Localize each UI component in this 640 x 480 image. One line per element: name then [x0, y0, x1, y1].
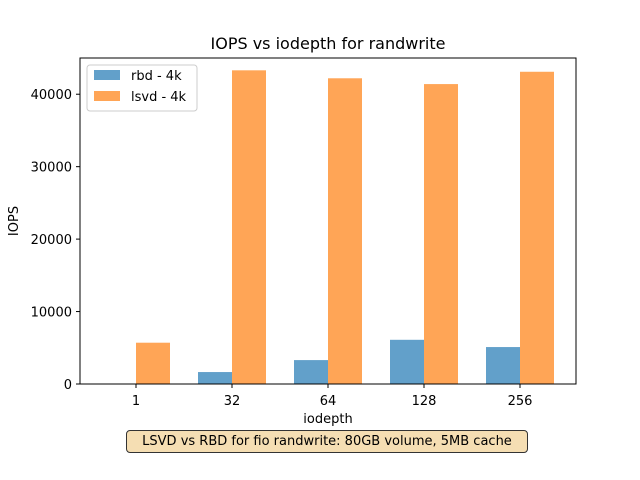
x-tick-label: 1 [132, 394, 140, 409]
bar-rbd-128 [390, 339, 424, 384]
bar-lsvd-1 [136, 342, 170, 384]
bars-group [136, 70, 554, 385]
annotation-text: LSVD vs RBD for fio randwrite: 80GB volu… [142, 434, 512, 449]
chart-title: IOPS vs iodepth for randwrite [211, 34, 446, 53]
legend-swatch-lsvd [94, 91, 120, 101]
bar-lsvd-64 [328, 78, 362, 384]
y-axis-label: IOPS [7, 206, 22, 236]
y-tick-label: 0 [64, 378, 72, 393]
y-tick-label: 40000 [31, 88, 72, 103]
bar-rbd-64 [294, 360, 328, 384]
annotation-box: LSVD vs RBD for fio randwrite: 80GB volu… [126, 430, 528, 453]
x-axis-label: iodepth [303, 412, 352, 427]
bar-lsvd-32 [232, 70, 266, 384]
legend-label-lsvd: lsvd - 4k [131, 90, 187, 105]
bar-rbd-32 [198, 372, 232, 384]
x-tick-label: 64 [320, 394, 337, 409]
bar-rbd-256 [486, 347, 520, 384]
legend-swatch-rbd [94, 70, 120, 80]
x-tick-label: 256 [508, 394, 533, 409]
y-tick-label: 30000 [31, 161, 72, 176]
x-tick-label: 32 [224, 394, 241, 409]
y-tick-label: 10000 [31, 306, 72, 321]
y-tick-label: 20000 [31, 233, 72, 248]
y-axis-ticks: 0 10000 20000 30000 40000 [31, 88, 80, 393]
legend-label-rbd: rbd - 4k [131, 69, 182, 84]
bar-lsvd-128 [424, 84, 458, 384]
x-axis-ticks: 1 32 64 128 256 [132, 384, 533, 409]
x-tick-label: 128 [412, 394, 437, 409]
bar-lsvd-256 [520, 71, 554, 385]
legend: rbd - 4k lsvd - 4k [86, 64, 198, 112]
